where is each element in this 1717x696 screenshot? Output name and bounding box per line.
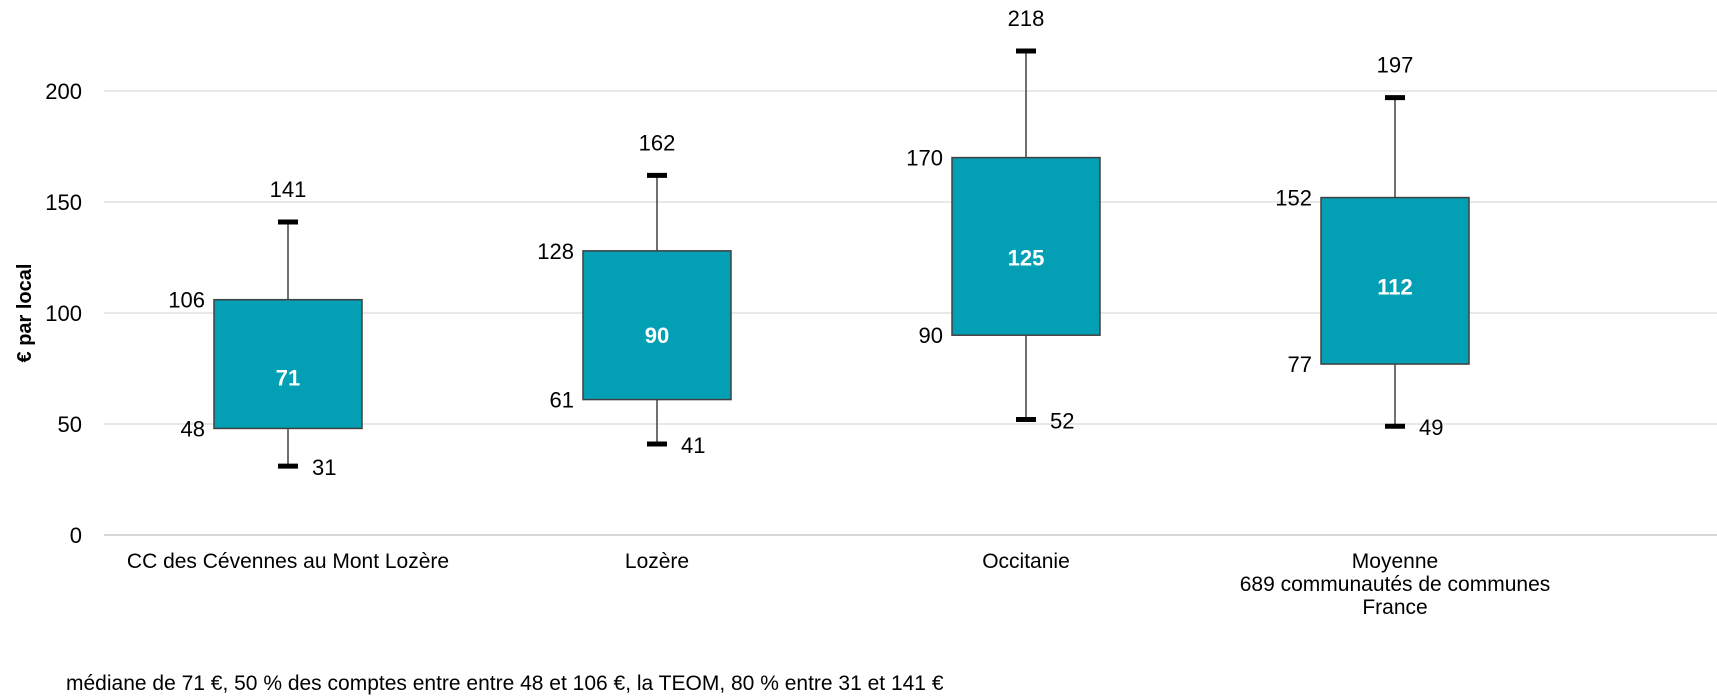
min-label: 52 [1050, 409, 1074, 434]
x-axis-categories: CC des Cévennes au Mont Lozère Lozère Occi… [127, 550, 1550, 619]
y-tick-label: 50 [58, 412, 82, 437]
category-label: Occitanie [982, 550, 1070, 573]
box-body [951, 156, 1101, 336]
q1-label: 90 [919, 323, 943, 348]
box-1: 141 31 106 48 71 [168, 177, 363, 480]
q1-label: 48 [181, 416, 205, 441]
median-label: 125 [1008, 246, 1045, 271]
box-plot-chart: 0 50 100 150 200 € par local 141 31 106 48 71 162… [14, 6, 1717, 619]
box-2: 162 41 128 61 90 [537, 130, 732, 458]
category-label: Moyenne 689 communautés de communes France [1240, 550, 1551, 619]
box-series: 141 31 106 48 71 162 41 128 61 90 218 52 170 90 125 197… [168, 6, 1470, 480]
min-label: 31 [312, 455, 336, 480]
median-label: 112 [1377, 274, 1413, 299]
y-tick-label: 0 [70, 523, 82, 548]
q1-label: 77 [1288, 352, 1312, 377]
max-label: 218 [1008, 6, 1045, 31]
category-label-line: CC des Cévennes au Mont Lozère [127, 550, 449, 573]
box-body [582, 250, 732, 401]
category-label-line: 689 communautés de communes [1240, 573, 1551, 596]
q3-label: 170 [906, 146, 943, 171]
q3-label: 106 [168, 288, 205, 313]
q3-label: 128 [537, 239, 574, 264]
box-body [213, 298, 363, 430]
category-label-line: Occitanie [982, 550, 1070, 573]
max-label: 197 [1377, 53, 1414, 78]
min-label: 49 [1419, 415, 1443, 440]
category-label-line: Moyenne [1352, 550, 1438, 573]
category-label: Lozère [625, 550, 689, 573]
q1-label: 61 [550, 388, 574, 413]
median-label: 90 [645, 323, 669, 348]
category-label: CC des Cévennes au Mont Lozère [127, 550, 449, 573]
q3-label: 152 [1275, 186, 1312, 211]
category-label-line: Lozère [625, 550, 689, 573]
box-body [1320, 196, 1470, 365]
footnote: médiane de 71 €, 50 % des comptes entre … [66, 672, 944, 695]
min-label: 41 [681, 433, 705, 458]
y-axis-label: € par local [14, 264, 36, 363]
box-3: 218 52 170 90 125 [906, 6, 1101, 434]
category-label-line: France [1362, 596, 1427, 619]
max-label: 141 [270, 177, 307, 202]
y-tick-label: 200 [45, 79, 82, 104]
box-4: 197 49 152 77 112 [1275, 53, 1470, 440]
median-label: 71 [276, 365, 300, 390]
y-tick-label: 100 [45, 301, 82, 326]
y-tick-label: 150 [45, 190, 82, 215]
y-axis-ticks: 0 50 100 150 200 [45, 79, 82, 548]
max-label: 162 [639, 130, 676, 155]
